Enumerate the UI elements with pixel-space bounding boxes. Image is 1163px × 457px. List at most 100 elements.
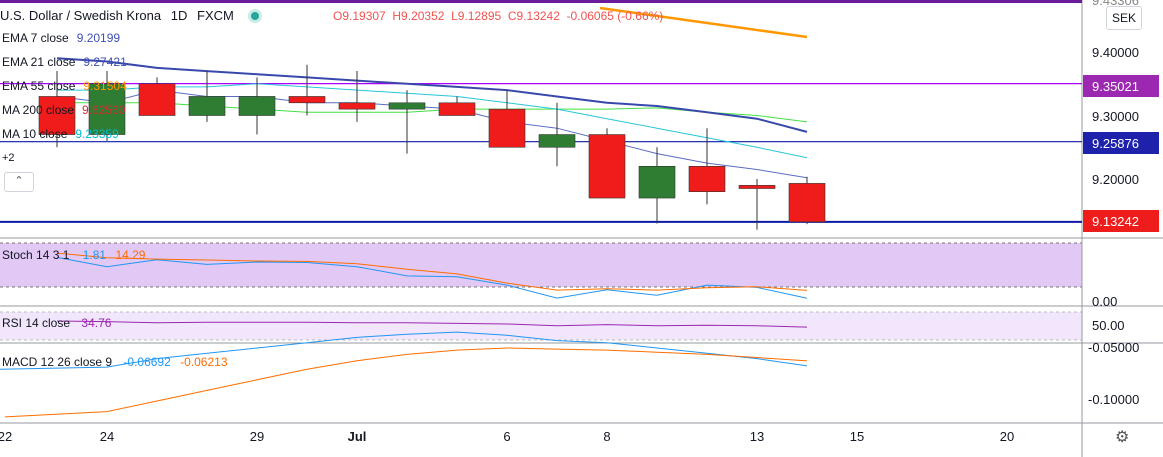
time-label: 6 (503, 429, 510, 444)
currency-button[interactable]: SEK (1106, 6, 1142, 30)
market-status-dot-icon (251, 12, 260, 20)
high-value: H9.20352 (392, 9, 445, 23)
indicator-value: 9.20199 (76, 31, 121, 45)
indicator-legend-ema7[interactable]: EMA 7 close 9.20199 (2, 31, 120, 45)
change-value: -0.06065 (-0.66%) (566, 9, 664, 23)
indicator-legend-ma200[interactable]: MA 200 close 9.62560 (2, 103, 125, 117)
price-axis: 9.43306 9.40000 9.30000 9.20000 9.35021 9.258… (1083, 0, 1159, 407)
price-badge (1083, 75, 1159, 97)
time-axis: 22 24 29 Jul 6 8 13 15 20 (0, 429, 1014, 444)
rsi-value: 34.76 (81, 316, 112, 330)
collapse-legend-button[interactable]: ⌃ (4, 172, 34, 192)
symbol-header[interactable]: U.S. Dollar / Swedish Krona 1D FXCM (0, 8, 260, 23)
moving-average-lines (0, 6, 1082, 223)
ema55-line (599, 6, 808, 39)
interval-label[interactable]: 1D (170, 8, 188, 23)
time-label: 13 (750, 429, 764, 444)
candle-body (188, 96, 226, 116)
stoch-label: Stoch 14 3 1 (2, 248, 70, 262)
price-tick: 9.40000 (1092, 45, 1139, 60)
rsi-line (56, 320, 808, 328)
candle-body (788, 183, 826, 223)
open-value: O9.19307 (333, 9, 386, 23)
signal-line (4, 347, 808, 418)
indicator-label: EMA 21 close (2, 55, 76, 69)
time-label: 20 (1000, 429, 1014, 444)
ohlc-readout: O9.19307 H9.20352 L9.12895 C9.13242 -0.0… (333, 9, 663, 23)
candle-body (138, 83, 176, 116)
candle-body (738, 185, 776, 189)
indicator-value: 9.62560 (82, 103, 126, 117)
macd-label: MACD 12 26 close 9 (2, 355, 113, 369)
indicator-legend-ema21[interactable]: EMA 21 close 9.27421 (2, 55, 127, 69)
indicator-label: MA 10 close (2, 127, 68, 141)
macd-tick: -0.05000 (1088, 340, 1139, 355)
stoch-k-line (56, 256, 808, 299)
candle-body (438, 102, 476, 116)
indicator-value: 9.23359 (75, 127, 119, 141)
stoch-tick: 0.00 (1092, 294, 1117, 309)
close-value: C9.13242 (507, 9, 560, 23)
candle-body (538, 134, 576, 148)
symbol-name: U.S. Dollar / Swedish Krona (0, 8, 162, 23)
time-label: 8 (603, 429, 610, 444)
oscillator-lines (0, 252, 808, 418)
price-badge-label: 9.35021 (1092, 79, 1139, 94)
candle-body (88, 83, 126, 135)
indicator-legend-ma10[interactable]: MA 10 close 9.23359 (2, 127, 119, 141)
candle-body (688, 166, 726, 193)
candle-body (38, 96, 76, 135)
indicator-label: EMA 7 close (2, 31, 69, 45)
chevron-up-icon: ⌃ (14, 175, 24, 187)
indicator-value: 9.27421 (83, 55, 127, 69)
ema7-line (56, 89, 808, 179)
candlesticks (38, 64, 826, 230)
low-value: L9.12895 (451, 9, 502, 23)
macd-legend[interactable]: MACD 12 26 close 9 -0.06692 -0.06213 (2, 355, 228, 369)
stoch-band (0, 243, 1082, 287)
stoch-legend[interactable]: Stoch 14 3 1 1.81 14.29 (2, 248, 145, 262)
macd-line (0, 331, 808, 370)
rsi-legend[interactable]: RSI 14 close 34.76 (2, 316, 111, 330)
macd-tick: -0.10000 (1088, 392, 1139, 407)
hidden-indicators-count[interactable]: +2 (2, 152, 15, 164)
candle-body (488, 108, 526, 148)
candle-body (238, 96, 276, 116)
price-tick: 9.30000 (1092, 109, 1139, 124)
price-badge (1083, 210, 1159, 232)
price-badge-label: 9.13242 (1092, 214, 1139, 229)
rsi-label: RSI 14 close (2, 316, 71, 330)
macd-value: -0.06692 (123, 355, 171, 369)
stoch-d-line (56, 252, 808, 291)
candle-body (288, 96, 326, 104)
top-line (0, 0, 1082, 3)
candle-body (588, 134, 626, 199)
price-badge (1083, 132, 1159, 154)
price-badge-label: 9.25876 (1092, 136, 1139, 151)
candle-body (388, 102, 426, 110)
source-label: FXCM (197, 8, 234, 23)
axis-label-cut: 9.43306 (1092, 0, 1139, 8)
rsi-band (0, 312, 1082, 340)
signal-value: -0.06213 (180, 355, 228, 369)
indicator-legend-ema55[interactable]: EMA 55 close 9.31504 (2, 79, 127, 93)
time-label: 29 (250, 429, 264, 444)
gear-icon[interactable]: ⚙ (1115, 429, 1130, 446)
time-label: 22 (0, 429, 12, 444)
indicator-label: EMA 55 close (2, 79, 76, 93)
stoch-d-value: 14.29 (115, 248, 146, 262)
ema21-line (56, 57, 808, 133)
price-tick: 9.20000 (1092, 172, 1139, 187)
indicator-value: 9.31504 (83, 79, 127, 93)
stoch-k-value: 1.81 (82, 248, 107, 262)
time-label: 15 (850, 429, 864, 444)
candle-body (638, 166, 676, 199)
time-label: Jul (348, 429, 367, 444)
indicator-label: MA 200 close (2, 103, 75, 117)
rsi-tick: 50.00 (1092, 318, 1125, 333)
ma10-line (57, 83, 808, 159)
candle-body (338, 102, 376, 110)
time-label: 24 (100, 429, 114, 444)
